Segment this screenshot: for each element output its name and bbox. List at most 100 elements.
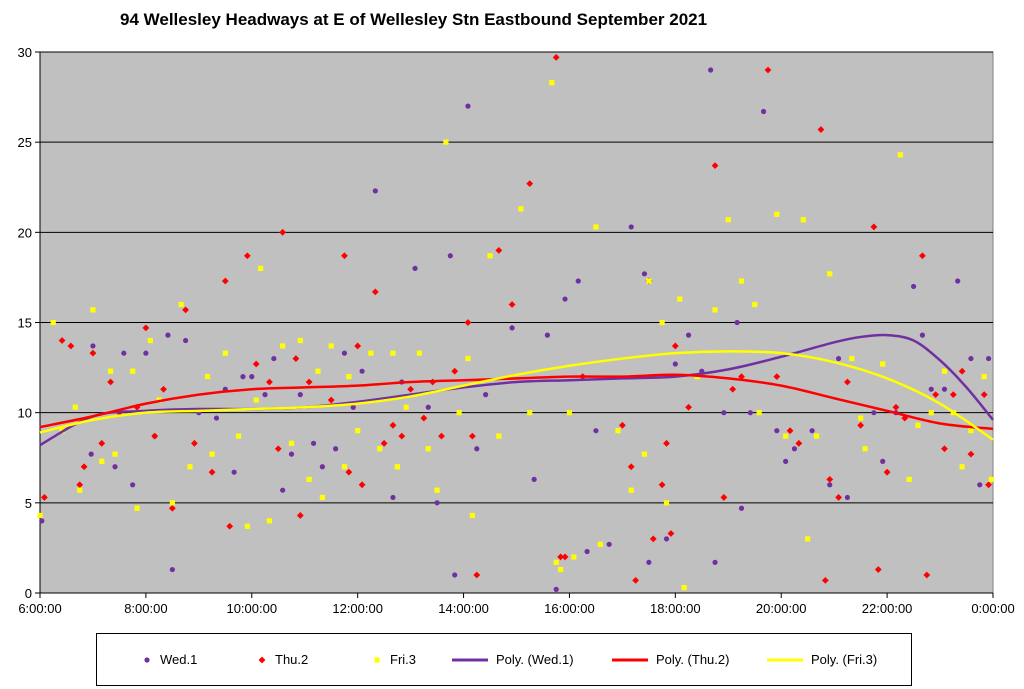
data-point [37, 512, 43, 519]
legend-label: Fri.3 [390, 652, 416, 667]
data-point [451, 367, 459, 375]
x-tick-label: 6:00:00 [18, 601, 61, 616]
data-point [371, 288, 379, 296]
data-point [473, 571, 481, 579]
data-point [795, 439, 803, 447]
data-point [90, 307, 96, 313]
data-point [923, 571, 931, 579]
data-point [420, 414, 428, 422]
data-point [883, 468, 891, 476]
data-point [182, 337, 189, 344]
data-point [112, 464, 118, 470]
data-point [835, 355, 842, 362]
legend-label: Thu.2 [275, 652, 309, 667]
data-point [870, 223, 878, 231]
data-point [121, 350, 127, 356]
data-point [333, 446, 339, 452]
x-tick-label: 0:00:00 [971, 601, 1014, 616]
data-point [394, 464, 400, 470]
data-point [280, 487, 286, 493]
data-point [76, 481, 84, 489]
data-point [327, 396, 335, 404]
data-point [509, 325, 515, 331]
data-point [39, 518, 45, 524]
x-tick-label: 22:00:00 [862, 601, 913, 616]
data-point [557, 553, 565, 561]
data-point [496, 433, 502, 439]
data-point [222, 350, 228, 356]
data-point [658, 481, 666, 489]
data-point [168, 504, 176, 512]
data-point [738, 505, 745, 511]
data-point [346, 374, 352, 380]
data-point [447, 253, 453, 259]
data-point [456, 410, 462, 416]
data-point [240, 374, 246, 380]
legend-item: Fri.3 [372, 634, 416, 685]
data-point [941, 368, 948, 374]
data-point [981, 374, 987, 380]
data-point [663, 500, 670, 506]
data-point [296, 512, 304, 519]
data-point [844, 378, 851, 386]
data-point [561, 553, 569, 561]
data-point [469, 512, 475, 519]
data-point [358, 481, 366, 489]
data-point [553, 559, 559, 565]
data-point [671, 342, 679, 350]
data-point [880, 458, 886, 464]
legend-item: Thu.2 [257, 634, 308, 685]
legend-label: Poly. (Thu.2) [656, 652, 730, 667]
data-point [165, 332, 171, 338]
data-point [434, 500, 440, 506]
data-point [464, 319, 472, 326]
data-point [438, 432, 445, 440]
data-point [928, 410, 934, 416]
data-point [685, 403, 692, 411]
data-point [182, 306, 189, 314]
data-point [985, 481, 992, 489]
data-point [562, 296, 568, 302]
data-point [871, 410, 877, 416]
data-point [941, 386, 948, 392]
data-point [341, 464, 348, 470]
data-point [191, 439, 198, 447]
legend-symbol [374, 656, 380, 663]
data-point [187, 464, 193, 470]
data-point [628, 487, 634, 493]
data-point [147, 337, 153, 344]
data-point [805, 536, 811, 542]
data-point [685, 332, 692, 338]
data-point [151, 432, 159, 440]
data-point [681, 584, 687, 591]
data-point [663, 439, 670, 447]
data-point [641, 271, 648, 277]
data-point [271, 355, 277, 362]
data-point [274, 445, 282, 453]
data-point [88, 451, 94, 457]
data-point [226, 522, 234, 530]
data-point [319, 494, 325, 501]
data-point [508, 301, 516, 308]
data-point [910, 283, 917, 290]
data-point [628, 224, 634, 230]
data-point [244, 523, 250, 529]
data-point [667, 530, 675, 537]
trendline [39, 350, 994, 441]
data-point [208, 468, 216, 476]
data-point [235, 433, 242, 439]
data-point [526, 180, 534, 188]
x-axis: 6:00:00 8:00:00 10:00:00 12:00:00 14:00:00 16… [18, 593, 1015, 616]
y-axis: 0 5 10 15 20 25 30 [18, 45, 40, 601]
data-point [949, 391, 957, 399]
data-point [734, 319, 740, 326]
data-point [725, 217, 731, 223]
data-point [858, 415, 864, 421]
chart-area: 0 5 10 15 20 25 30 6:00:00 8:00:00 10:00:00 12:00… [18, 45, 1015, 616]
data-point [249, 374, 255, 380]
data-point [821, 576, 829, 584]
data-point [169, 500, 175, 506]
data-point [50, 319, 56, 326]
data-point [288, 451, 295, 457]
data-point [443, 139, 449, 145]
